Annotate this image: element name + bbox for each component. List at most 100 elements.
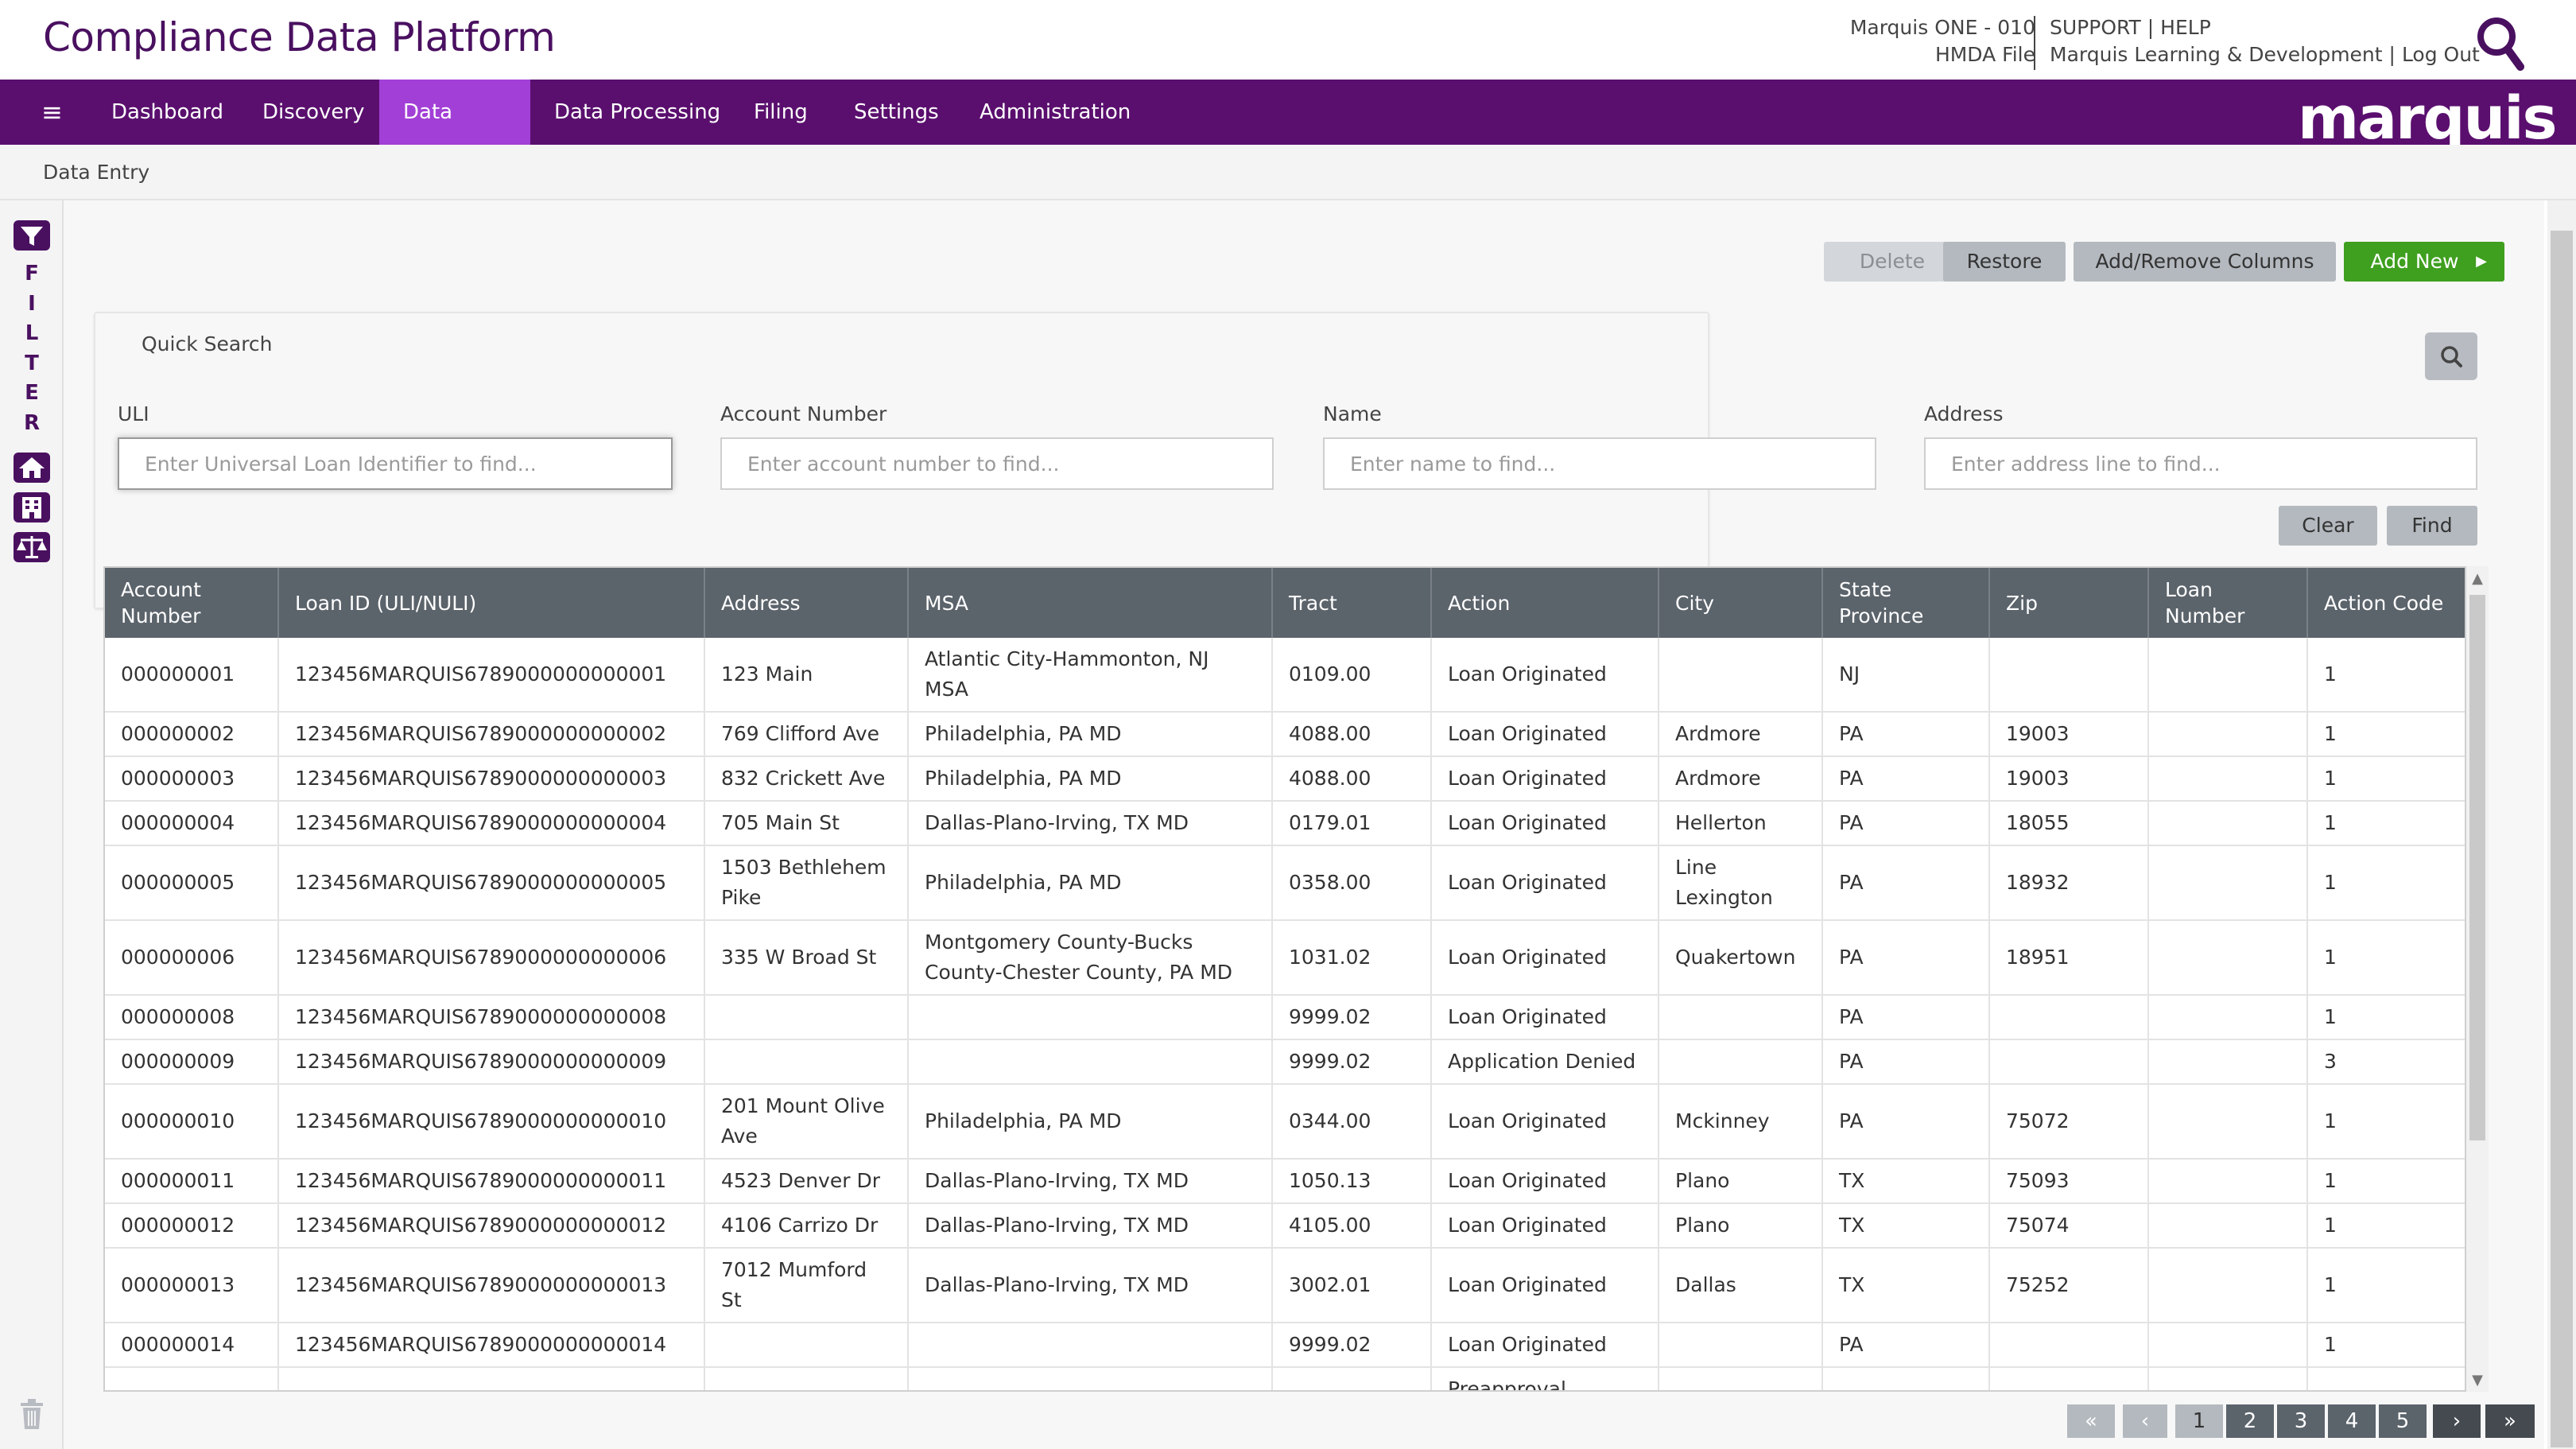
add-new-button[interactable]: Add New ▶	[2344, 242, 2504, 282]
column-header-action-code[interactable]: Action Code	[2307, 568, 2465, 638]
nav-settings[interactable]: Settings	[854, 100, 939, 124]
cell-loan-number	[2148, 1159, 2308, 1204]
column-header-address[interactable]: Address	[704, 568, 909, 638]
table-scrollbar-thumb[interactable]	[2469, 595, 2485, 1140]
column-header-state-province[interactable]: State Province	[1822, 568, 1990, 638]
cell-loan-id: 123456MARQUIS6789000000000009	[278, 1039, 705, 1085]
table-row[interactable]: 000000013 123456MARQUIS6789000000000013 70…	[105, 1248, 2465, 1323]
help-link[interactable]: HELP	[2160, 16, 2211, 39]
page-scrollbar-thumb[interactable]	[2551, 231, 2573, 1447]
cell-loan-id: 123456MARQUIS6789000000000001	[278, 638, 705, 713]
clear-button[interactable]: Clear	[2279, 506, 2377, 546]
nav-dashboard[interactable]: Dashboard	[111, 100, 224, 124]
cell-msa	[908, 995, 1273, 1040]
table-row[interactable]: 000000004 123456MARQUIS6789000000000004 70…	[105, 801, 2465, 846]
table-row[interactable]: 000000003 123456MARQUIS6789000000000003 83…	[105, 756, 2465, 802]
account-number-input[interactable]	[720, 437, 1274, 490]
home-icon[interactable]	[13, 452, 51, 484]
table-row[interactable]: 000000014 123456MARQUIS6789000000000014 99…	[105, 1323, 2465, 1368]
table-row[interactable]: 000000009 123456MARQUIS6789000000000009 99…	[105, 1039, 2465, 1085]
cell-zip: 15642	[1989, 1367, 2149, 1390]
column-header-zip[interactable]: Zip	[1989, 568, 2149, 638]
cell-action: Loan Originated	[1431, 756, 1659, 802]
table-row[interactable]: 000000012 123456MARQUIS6789000000000012 41…	[105, 1203, 2465, 1249]
find-button[interactable]: Find	[2387, 506, 2477, 546]
cell-action-code: 1	[2307, 1084, 2465, 1160]
logout-link[interactable]: Log Out	[2401, 43, 2480, 66]
column-header-account-number[interactable]: Account Number	[105, 568, 279, 638]
company-link[interactable]: Marquis Learning & Development	[2050, 43, 2383, 66]
hamburger-menu-icon[interactable]: ≡	[41, 97, 63, 127]
cell-loan-id: 123456MARQUIS6789000000000008	[278, 995, 705, 1040]
cell-msa: Dallas-Plano-Irving, TX MD	[908, 1203, 1273, 1249]
table-row[interactable]: 000000008 123456MARQUIS6789000000000008 99…	[105, 995, 2465, 1040]
support-link[interactable]: SUPPORT	[2050, 16, 2141, 39]
cell-zip: 75093	[1989, 1159, 2149, 1204]
cell-loan-number	[2148, 638, 2308, 713]
page-3-button[interactable]: 3	[2277, 1404, 2325, 1438]
scales-icon[interactable]	[13, 531, 51, 563]
global-search-icon[interactable]	[2474, 14, 2525, 72]
filter-label[interactable]: F I L T E R	[22, 259, 41, 438]
cell-city: Plano	[1658, 1159, 1823, 1204]
page-2-button[interactable]: 2	[2226, 1404, 2274, 1438]
name-input[interactable]	[1323, 437, 1876, 490]
cell-zip: 18055	[1989, 801, 2149, 846]
first-page-button[interactable]: «	[2067, 1404, 2115, 1438]
cell-action: Loan Originated	[1431, 1159, 1659, 1204]
filter-letter: L	[25, 321, 39, 345]
page-4-button[interactable]: 4	[2328, 1404, 2376, 1438]
table-row[interactable]: 000000010 123456MARQUIS6789000000000010 20…	[105, 1084, 2465, 1160]
scroll-down-icon[interactable]: ▼	[2472, 1372, 2483, 1389]
table-row[interactable]: 000000015123456MARQUIS678900000000001512…	[105, 1367, 2465, 1390]
filter-icon[interactable]	[13, 219, 51, 251]
account-number-label: Account Number	[720, 402, 887, 425]
cell-action: Loan Originated	[1431, 845, 1659, 921]
nav-filing[interactable]: Filing	[754, 100, 808, 124]
table-row[interactable]: 000000002 123456MARQUIS6789000000000002 76…	[105, 712, 2465, 757]
last-page-button[interactable]: »	[2485, 1404, 2535, 1438]
column-header-loan-number[interactable]: Loan Number	[2148, 568, 2308, 638]
delete-button[interactable]: Delete	[1824, 242, 1961, 282]
cell-tract: 4088.00	[1272, 756, 1432, 802]
cell-msa: Dallas-Plano-Irving, TX MD	[908, 1159, 1273, 1204]
page-1-button[interactable]: 1	[2175, 1404, 2223, 1438]
cell-action-code: 3	[2307, 1039, 2465, 1085]
table-row[interactable]: 000000005 123456MARQUIS6789000000000005 15…	[105, 845, 2465, 921]
cell-account-number: 000000012	[105, 1203, 279, 1249]
nav-discovery[interactable]: Discovery	[262, 100, 365, 124]
quick-search-button[interactable]	[2425, 332, 2477, 380]
uli-input[interactable]	[118, 437, 673, 490]
cell-account-number: 000000008	[105, 995, 279, 1040]
cell-address: 201 Mount Olive Ave	[704, 1084, 909, 1160]
cell-account-number: 000000010	[105, 1084, 279, 1160]
cell-action-code: 1	[2307, 1203, 2465, 1249]
cell-loan-number	[2148, 1323, 2308, 1368]
table-body: 000000001 123456MARQUIS6789000000000001 12…	[105, 638, 2465, 1390]
nav-data-entry[interactable]: Data Entry	[379, 80, 530, 189]
scroll-up-icon[interactable]: ▲	[2472, 570, 2483, 587]
restore-button[interactable]: Restore	[1943, 242, 2066, 282]
building-icon[interactable]	[13, 491, 51, 523]
column-header-city[interactable]: City	[1658, 568, 1823, 638]
column-header-msa[interactable]: MSA	[908, 568, 1273, 638]
column-header-tract[interactable]: Tract	[1272, 568, 1432, 638]
nav-data-processing[interactable]: Data Processing	[554, 100, 721, 124]
nav-administration[interactable]: Administration	[980, 100, 1131, 124]
cell-msa: Philadelphia, PA MD	[908, 756, 1273, 802]
page-5-button[interactable]: 5	[2379, 1404, 2427, 1438]
cell-city: Dallas	[1658, 1248, 1823, 1323]
table-row[interactable]: 000000011 123456MARQUIS6789000000000011 45…	[105, 1159, 2465, 1204]
table-row[interactable]: 000000006 123456MARQUIS6789000000000006 33…	[105, 920, 2465, 996]
column-header-loan-id[interactable]: Loan ID (ULI/NULI)	[278, 568, 705, 638]
column-header-action[interactable]: Action	[1431, 568, 1659, 638]
table-row[interactable]: 000000001 123456MARQUIS6789000000000001 12…	[105, 638, 2465, 713]
address-input[interactable]	[1924, 437, 2477, 490]
cell-account-number: 000000004	[105, 801, 279, 846]
next-page-button[interactable]: ›	[2433, 1404, 2481, 1438]
table-header: Account Number Loan ID (ULI/NULI) Address M…	[105, 568, 2465, 638]
prev-page-button[interactable]: ‹	[2123, 1404, 2167, 1438]
add-remove-columns-button[interactable]: Add/Remove Columns	[2074, 242, 2336, 282]
trash-icon[interactable]	[16, 1397, 48, 1432]
cell-tract: 0179.01	[1272, 801, 1432, 846]
